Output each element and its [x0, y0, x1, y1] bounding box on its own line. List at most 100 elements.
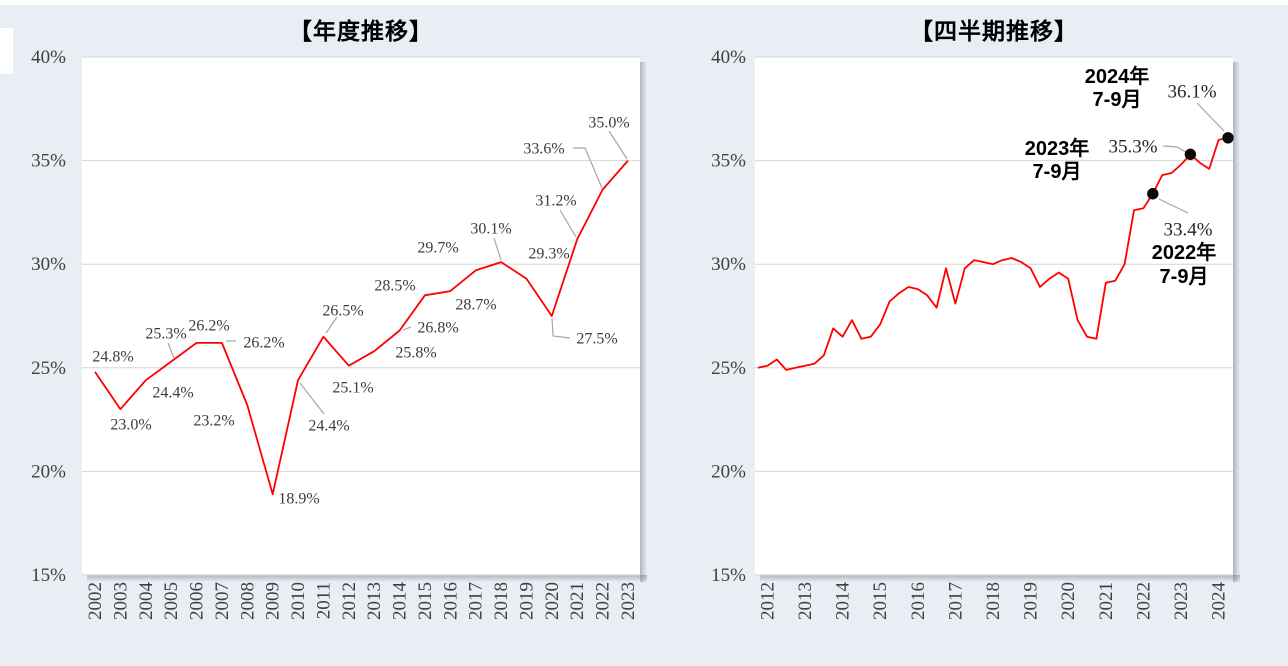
quarterly-x-tick-label: 2020: [1058, 582, 1079, 620]
annual-label-leader: [559, 209, 577, 238]
annual-y-tick-label: 35%: [31, 151, 66, 172]
annual-data-label: 23.0%: [110, 417, 151, 434]
quarterly-x-tick-label: 2016: [908, 582, 929, 620]
quarterly-shadow-bottom: [760, 575, 1240, 582]
annual-x-tick-label: 2015: [415, 582, 436, 620]
quarterly-x-tick-label: 2024: [1209, 582, 1230, 621]
annual-x-tick-label: 2023: [618, 582, 639, 620]
annual-x-tick-label: 2021: [567, 582, 588, 620]
annual-data-label: 26.8%: [417, 320, 458, 337]
annual-x-tick-label: 2003: [110, 582, 131, 620]
quarterly-y-tick-label: 20%: [711, 461, 746, 482]
quarterly-shadow-right: [1233, 62, 1240, 582]
quarterly-plot-area: [755, 57, 1233, 575]
annual-data-label: 28.5%: [374, 278, 415, 295]
annual-label-leader: [167, 342, 175, 359]
quarterly-x-tick-label: 2014: [833, 582, 854, 621]
annual-x-tick-label: 2014: [390, 582, 411, 621]
quarterly-annotation-period-line1: 2022年: [1152, 240, 1217, 264]
quarterly-x-tick-label: 2018: [983, 582, 1004, 620]
annual-data-label: 31.2%: [535, 193, 576, 210]
annual-y-tick-label: 30%: [31, 254, 66, 275]
annual-y-tick-label: 25%: [31, 358, 66, 379]
quarterly-y-tick-label: 40%: [711, 47, 746, 68]
quarterly-x-tick-label: 2023: [1171, 582, 1192, 620]
quarterly-x-tick-label: 2022: [1133, 582, 1154, 620]
annual-data-label: 28.7%: [455, 297, 496, 314]
annual-x-tick-label: 2022: [593, 582, 614, 620]
quarterly-annotation-period-line1: 2024年: [1085, 64, 1150, 88]
annual-x-tick-label: 2005: [161, 582, 182, 620]
annual-data-label: 29.7%: [417, 240, 458, 257]
annual-label-leader: [551, 317, 571, 339]
quarterly-annotation-period-line2: 7-9月: [1033, 161, 1082, 183]
annual-data-label: 30.1%: [470, 221, 511, 238]
quarterly-x-tick-label: 2012: [757, 582, 778, 620]
quarterly-series-line: [757, 136, 1229, 371]
quarterly-annotation-value: 36.1%: [1167, 82, 1216, 103]
annual-shadow-right: [640, 62, 647, 582]
left-edge-artifact: [0, 28, 13, 74]
annual-x-tick-label: 2009: [263, 582, 284, 620]
annual-data-label: 25.8%: [395, 345, 436, 362]
quarterly-annotation-value: 35.3%: [1108, 137, 1157, 158]
annual-x-tick-label: 2016: [440, 582, 461, 620]
quarterly-label-leader: [1162, 145, 1187, 153]
quarterly-highlight-dot: [1222, 132, 1234, 144]
annual-plot-area: [82, 57, 640, 575]
annual-data-label: 18.9%: [278, 491, 319, 508]
annual-x-tick-label: 2020: [542, 582, 563, 620]
annual-data-label: 24.4%: [308, 418, 349, 435]
annual-label-leader: [493, 237, 502, 261]
annual-label-leader: [402, 326, 412, 331]
annual-x-tick-label: 2018: [491, 582, 512, 620]
annual-y-tick-label: 40%: [31, 47, 66, 68]
annual-x-tick-label: 2019: [516, 582, 537, 620]
annual-x-tick-label: 2011: [313, 582, 334, 619]
annual-chart-title: 【年度推移】: [289, 18, 433, 44]
annual-x-tick-label: 2012: [339, 582, 360, 620]
quarterly-x-tick-label: 2019: [1021, 582, 1042, 620]
quarterly-highlight-dot: [1147, 188, 1159, 200]
annual-data-label: 26.2%: [188, 318, 229, 335]
annual-x-tick-label: 2002: [85, 582, 106, 620]
quarterly-x-tick-label: 2021: [1096, 582, 1117, 620]
annual-data-label: 27.5%: [576, 331, 617, 348]
quarterly-y-tick-label: 25%: [711, 358, 746, 379]
annual-label-leader: [573, 147, 603, 189]
quarterly-x-tick-label: 2017: [945, 582, 966, 620]
quarterly-highlight-dot: [1184, 148, 1197, 161]
quarterly-annotation-value: 33.4%: [1163, 220, 1212, 241]
annual-x-tick-label: 2007: [212, 582, 233, 620]
annual-x-tick-label: 2010: [288, 582, 309, 620]
annual-x-tick-label: 2013: [364, 582, 385, 620]
annual-y-tick-label: 20%: [31, 461, 66, 482]
quarterly-label-leader: [1196, 102, 1225, 132]
annual-label-leader: [299, 382, 325, 415]
quarterly-label-leader: [1158, 198, 1189, 214]
quarterly-x-tick-label: 2013: [795, 582, 816, 620]
quarterly-x-tick-label: 2015: [870, 582, 891, 620]
annual-data-label: 29.3%: [528, 246, 569, 263]
annual-x-tick-label: 2006: [187, 582, 208, 620]
annual-data-label: 25.3%: [145, 326, 186, 343]
quarterly-y-tick-label: 30%: [711, 254, 746, 275]
quarterly-annotation-period-line2: 7-9月: [1093, 89, 1142, 111]
quarterly-y-tick-label: 15%: [711, 565, 746, 586]
quarterly-chart-title: 【四半期推移】: [910, 18, 1078, 44]
annual-series-line: [94, 160, 629, 496]
annual-data-label: 24.4%: [152, 385, 193, 402]
annual-x-tick-label: 2008: [237, 582, 258, 620]
annual-x-tick-label: 2004: [136, 582, 157, 621]
annual-data-label: 23.2%: [193, 413, 234, 430]
top-white-strip: [0, 0, 1288, 5]
quarterly-y-tick-label: 35%: [711, 151, 746, 172]
annual-data-label: 26.5%: [322, 303, 363, 320]
annual-data-label: 26.2%: [243, 335, 284, 352]
annual-label-leader: [608, 130, 628, 160]
annual-x-tick-label: 2017: [466, 582, 487, 620]
annual-data-label: 33.6%: [523, 141, 564, 158]
annual-y-tick-label: 15%: [31, 565, 66, 586]
